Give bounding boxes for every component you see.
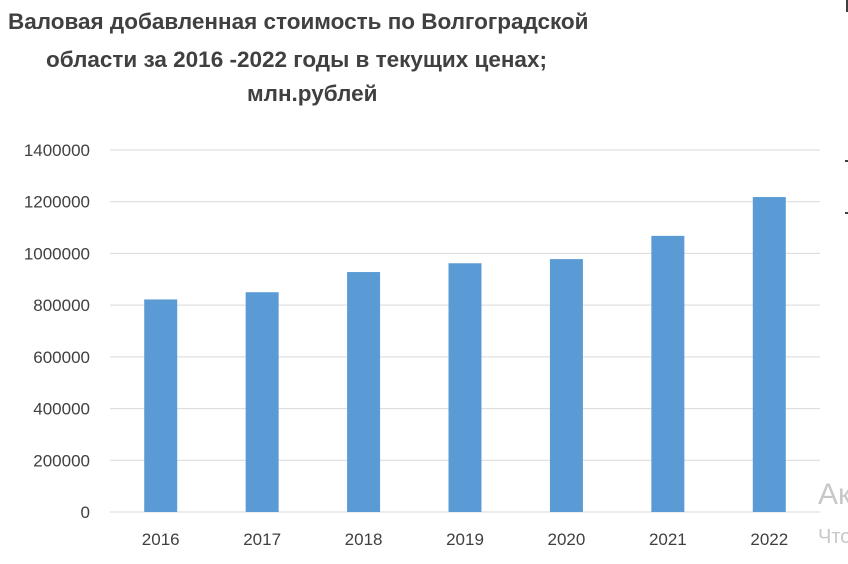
x-tick-label: 2019 [446,530,484,549]
y-tick-label: 600000 [33,348,90,367]
chart-title-line-2: области за 2016 -2022 годы в текущих цен… [46,47,547,72]
x-tick-label: 2020 [548,530,586,549]
edge-mark-mid-1 [845,160,848,162]
bar-2019 [448,263,482,512]
watermark-line-2: Что [818,526,848,548]
y-tick-label: 1400000 [24,141,90,160]
y-tick-label: 800000 [33,296,90,315]
x-tick-label: 2018 [345,530,383,549]
edge-mark-top [846,0,848,12]
y-tick-label: 200000 [33,451,90,470]
bar-2018 [347,272,381,512]
y-tick-label: 1000000 [24,244,90,263]
x-tick-label: 2022 [750,530,788,549]
x-tick-label: 2017 [243,530,281,549]
chart-title-line-1: Валовая добавленная стоимость по Волгогр… [8,9,589,34]
bar-2017 [245,292,279,512]
bar-2020 [549,259,583,512]
x-tick-label: 2016 [142,530,180,549]
y-tick-label: 0 [81,503,90,522]
bar-2022 [752,197,786,512]
chart-title-line-3: млн.рублей [247,81,378,106]
x-tick-label: 2021 [649,530,687,549]
y-tick-label: 1200000 [24,193,90,212]
watermark-line-1: Ак [818,478,848,511]
bar-2021 [651,235,685,513]
y-tick-label: 400000 [33,400,90,419]
edge-mark-mid-2 [845,212,848,214]
bar-2016 [144,299,178,512]
